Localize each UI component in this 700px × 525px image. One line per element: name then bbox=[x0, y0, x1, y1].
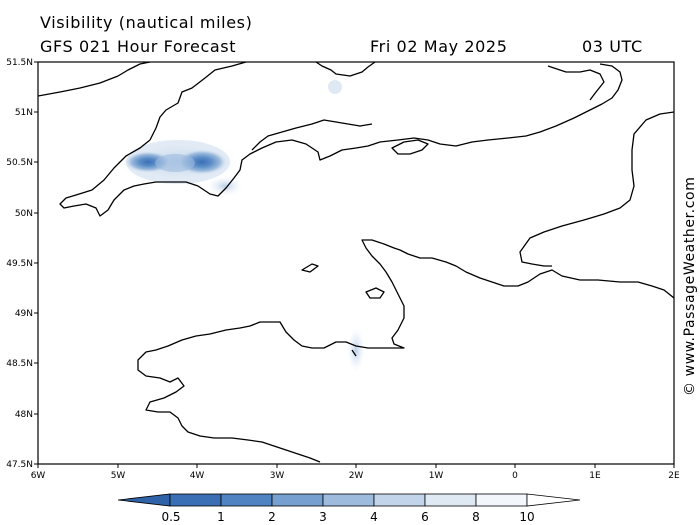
colorbar-label: 1 bbox=[217, 510, 225, 524]
lon-label: 4W bbox=[190, 471, 205, 481]
lon-label: 5W bbox=[111, 471, 126, 481]
lat-ticks: 51.5N 51N 50.5N 50N 49.5N 49N 48.5N 48N … bbox=[6, 58, 38, 470]
lon-label: 6W bbox=[31, 471, 46, 481]
french-coast bbox=[137, 239, 674, 463]
lat-label: 49.5N bbox=[6, 259, 33, 269]
bristol-channel-south-coast bbox=[315, 62, 376, 77]
lat-label: 50N bbox=[15, 209, 33, 219]
colorbar-swatch bbox=[424, 493, 477, 507]
wales-coast bbox=[38, 62, 247, 141]
lat-label: 48N bbox=[15, 410, 33, 420]
southwest-england-coast bbox=[59, 63, 623, 217]
jersey bbox=[365, 287, 385, 299]
watermark: © www.PassageWeather.com bbox=[682, 177, 698, 396]
lon-label: 1W bbox=[429, 471, 444, 481]
chausey bbox=[351, 349, 357, 357]
colorbar-swatch bbox=[373, 493, 426, 507]
forecast-date: Fri 02 May 2025 bbox=[370, 37, 508, 56]
lon-label: 2E bbox=[668, 471, 680, 481]
colorbar-swatch bbox=[322, 493, 375, 507]
colorbar-swatch bbox=[169, 493, 222, 507]
forecast-subtitle: GFS 021 Hour Forecast bbox=[40, 37, 237, 56]
colorbar-high-arrow bbox=[526, 493, 581, 507]
colorbar-label: 2 bbox=[268, 510, 276, 524]
guernsey bbox=[301, 263, 319, 273]
colorbar-swatch bbox=[220, 493, 273, 507]
colorbar-label: 0.5 bbox=[161, 510, 180, 524]
colorbar-label: 3 bbox=[319, 510, 327, 524]
isle-of-wight bbox=[391, 139, 429, 155]
visibility-shading bbox=[118, 80, 365, 372]
colorbar-low-arrow bbox=[117, 493, 171, 507]
colorbar-swatch bbox=[475, 493, 528, 507]
lat-label: 47.5N bbox=[6, 460, 33, 470]
colorbar-swatch bbox=[271, 493, 324, 507]
forecast-time: 03 UTC bbox=[582, 37, 643, 56]
map-frame bbox=[37, 61, 675, 465]
colorbar-label: 4 bbox=[370, 510, 378, 524]
colorbar-label: 10 bbox=[519, 510, 534, 524]
colorbar-label: 6 bbox=[421, 510, 429, 524]
colorbar: 0.5 1 2 3 4 6 8 10 bbox=[117, 493, 581, 524]
lat-label: 50.5N bbox=[6, 158, 33, 168]
lat-label: 51N bbox=[15, 108, 33, 118]
lon-label: 1E bbox=[589, 471, 601, 481]
colorbar-label: 8 bbox=[472, 510, 480, 524]
map-title: Visibility (nautical miles) bbox=[40, 13, 253, 32]
coastlines bbox=[38, 62, 674, 463]
lat-label: 49N bbox=[15, 309, 33, 319]
lon-label: 2W bbox=[349, 471, 364, 481]
fog-patch-jersey bbox=[347, 328, 365, 372]
lon-label: 0 bbox=[512, 471, 518, 481]
thames-estuary bbox=[547, 65, 605, 101]
lat-label: 51.5N bbox=[6, 58, 33, 68]
lon-label: 3W bbox=[270, 471, 285, 481]
kent-coast bbox=[519, 111, 674, 267]
lat-label: 48.5N bbox=[6, 359, 33, 369]
lon-ticks: 6W 5W 4W 3W 2W 1W 0 1E 2E bbox=[31, 464, 680, 481]
